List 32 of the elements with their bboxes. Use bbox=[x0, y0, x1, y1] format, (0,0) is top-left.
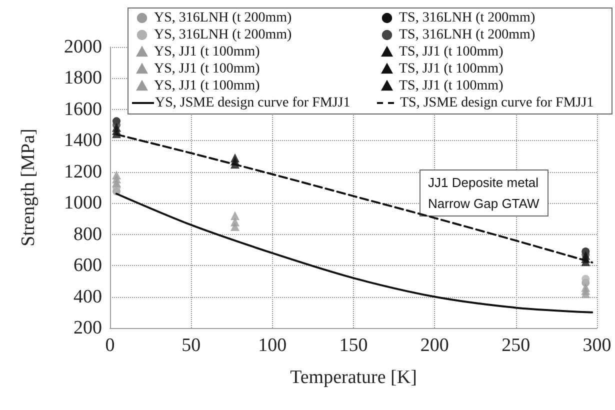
legend-label: YS, JJ1 (t 100mm) bbox=[154, 44, 260, 60]
y-tick-label: 1200 bbox=[64, 161, 102, 182]
y-tick-label: 1400 bbox=[64, 130, 102, 152]
y-tick-label: 1800 bbox=[64, 68, 102, 89]
legend-label: YS, 316LNH (t 200mm) bbox=[154, 10, 292, 26]
x-tick-label: 100 bbox=[258, 335, 287, 356]
x-tick-label: 300 bbox=[582, 335, 612, 356]
y-tick-label: 1000 bbox=[64, 192, 102, 214]
y-tick-label: 400 bbox=[74, 286, 102, 308]
y-axis-title: Strength [MPa] bbox=[18, 128, 39, 246]
y-tick-label: 600 bbox=[74, 255, 102, 276]
x-tick-label: 250 bbox=[502, 335, 530, 356]
legend-label: TS, JSME design curve for FMJJ1 bbox=[400, 96, 594, 110]
legend-label: YS, JSME design curve for FMJJ1 bbox=[155, 96, 350, 110]
legend-label: TS, JJ1 (t 100mm) bbox=[399, 62, 504, 76]
x-axis-title: Temperature [K] bbox=[290, 367, 417, 388]
legend-label: TS, 316LNH (t 200mm) bbox=[399, 28, 536, 42]
legend-label: TS, JJ1 (t 100mm) bbox=[399, 78, 504, 94]
legend-label: YS, 316LNH (t 200mm) bbox=[154, 28, 292, 42]
y-tick-label: 2000 bbox=[64, 36, 102, 58]
y-tick-label: 1600 bbox=[64, 98, 102, 120]
legend-label: YS, JJ1 (t 100mm) bbox=[154, 62, 260, 76]
x-tick-label: 0 bbox=[105, 335, 115, 356]
x-tick-label: 50 bbox=[182, 335, 201, 356]
legend-label: YS, JJ1 (t 100mm) bbox=[154, 78, 260, 94]
legend-label: TS, JJ1 (t 100mm) bbox=[399, 44, 504, 60]
y-tick-label: 800 bbox=[74, 224, 102, 245]
legend-label: TS, 316LNH (t 200mm) bbox=[399, 10, 536, 26]
annotation: JJ1 Deposite metal Narrow Gap GTAW bbox=[428, 175, 540, 211]
x-tick-label: 200 bbox=[420, 335, 449, 356]
x-tick-label: 150 bbox=[339, 335, 368, 356]
y-tick-label: 200 bbox=[74, 318, 102, 338]
